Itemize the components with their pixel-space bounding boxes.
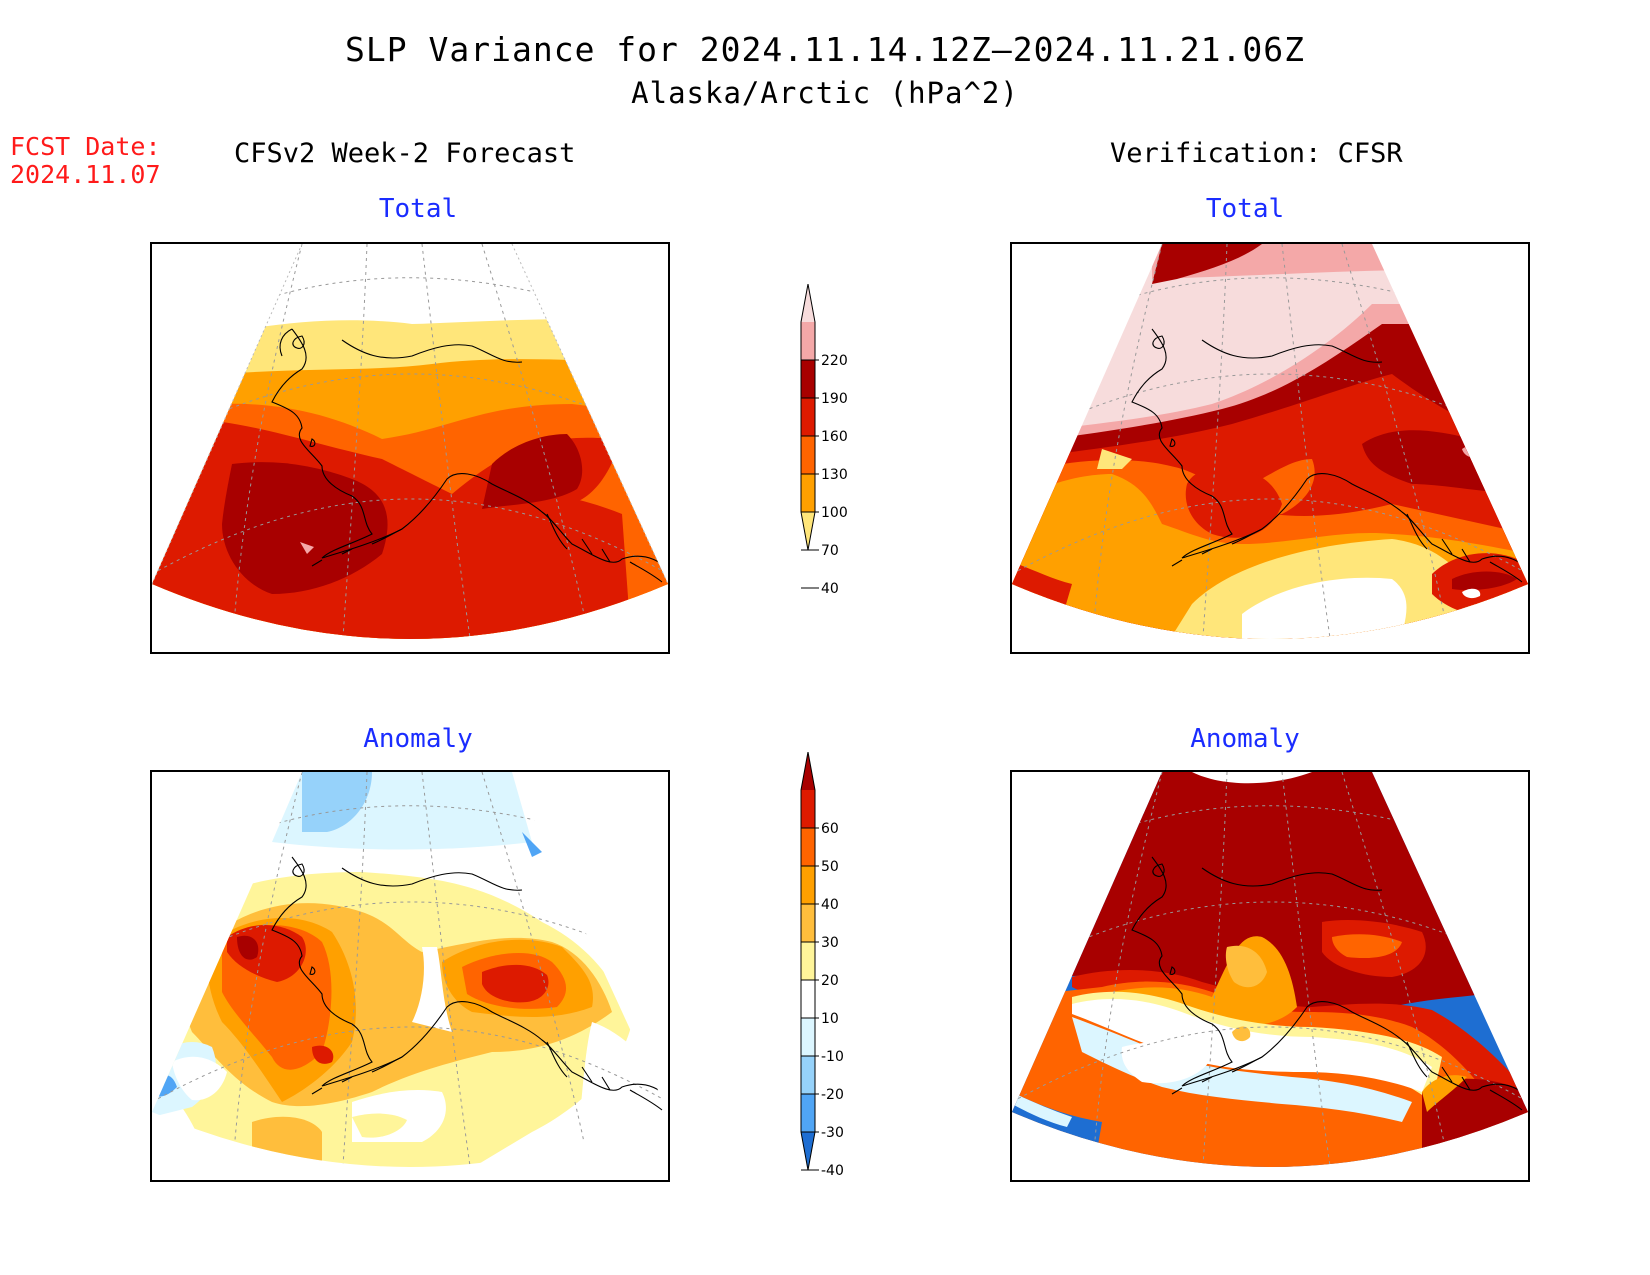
total-colorbar-swatch xyxy=(801,398,815,436)
forecast-anomaly-map xyxy=(150,770,670,1182)
total-colorbar-tick-label: 40 xyxy=(821,581,839,597)
total-colorbar-swatch xyxy=(801,322,815,360)
total-colorbar-tick-label: 100 xyxy=(821,505,848,521)
verification-total-map xyxy=(1010,242,1530,654)
anomaly-colorbar-tick-label: 10 xyxy=(821,1011,839,1027)
anomaly-colorbar-swatch xyxy=(801,980,815,1018)
main-subtitle: Alaska/Arctic (hPa^2) xyxy=(631,76,1019,110)
total-colorbar-swatch xyxy=(801,360,815,398)
forecast-column-heading: CFSv2 Week-2 Forecast xyxy=(234,138,576,169)
anomaly-colorbar: 60 50 40 30 20 10 -10 -20 -30 -40 xyxy=(795,752,875,1202)
anomaly-colorbar-swatch xyxy=(801,1018,815,1056)
total-colorbar-tick-label: 70 xyxy=(821,543,839,559)
anomaly-colorbar-tick-label: 60 xyxy=(821,821,839,837)
anomaly-colorbar-tick-label: 20 xyxy=(821,973,839,989)
verification-column-heading: Verification: CFSR xyxy=(1110,138,1403,169)
anomaly-colorbar-bottom-triangle xyxy=(801,1132,815,1170)
main-title: SLP Variance for 2024.11.14.12Z–2024.11.… xyxy=(345,30,1305,69)
verification-anomaly-map xyxy=(1010,770,1530,1182)
anomaly-colorbar-tick-label: 40 xyxy=(821,897,839,913)
anomaly-colorbar-tick-label: -10 xyxy=(821,1049,844,1065)
fcst-date-value: 2024.11.07 xyxy=(10,160,161,189)
total-colorbar-tick-label: 160 xyxy=(821,429,848,445)
total-colorbar-top-triangle xyxy=(801,284,815,322)
total-colorbar-tick-label: 220 xyxy=(821,353,848,369)
anomaly-colorbar-tick-label: 50 xyxy=(821,859,839,875)
total-colorbar-bottom-triangle xyxy=(801,512,815,550)
anomaly-colorbar-tick-label: 30 xyxy=(821,935,839,951)
anomaly-colorbar-swatch xyxy=(801,942,815,980)
verification-anomaly-title: Anomaly xyxy=(1190,724,1300,754)
total-colorbar-tick-label: 190 xyxy=(821,391,848,407)
anomaly-colorbar-top-triangle xyxy=(801,752,815,790)
forecast-anomaly-title: Anomaly xyxy=(363,724,473,754)
anomaly-colorbar-tick-label: -20 xyxy=(821,1087,844,1103)
forecast-total-map xyxy=(150,242,670,654)
anomaly-colorbar-tick-label: -30 xyxy=(821,1125,844,1141)
total-colorbar-swatch xyxy=(801,474,815,512)
anomaly-colorbar-swatch xyxy=(801,790,815,828)
anomaly-colorbar-swatch xyxy=(801,828,815,866)
anomaly-colorbar-swatch xyxy=(801,904,815,942)
anomaly-colorbar-swatch xyxy=(801,1056,815,1094)
anomaly-colorbar-swatch xyxy=(801,866,815,904)
anomaly-colorbar-swatch xyxy=(801,1094,815,1132)
anomaly-colorbar-tick-label: -40 xyxy=(821,1163,844,1179)
fcst-date-label: FCST Date: xyxy=(10,132,161,161)
forecast-total-title: Total xyxy=(378,194,458,224)
total-colorbar: 220 190 160 130 100 70 40 xyxy=(795,284,875,614)
total-colorbar-tick-label: 130 xyxy=(821,467,848,483)
total-colorbar-swatch xyxy=(801,436,815,474)
verification-total-title: Total xyxy=(1205,194,1285,224)
